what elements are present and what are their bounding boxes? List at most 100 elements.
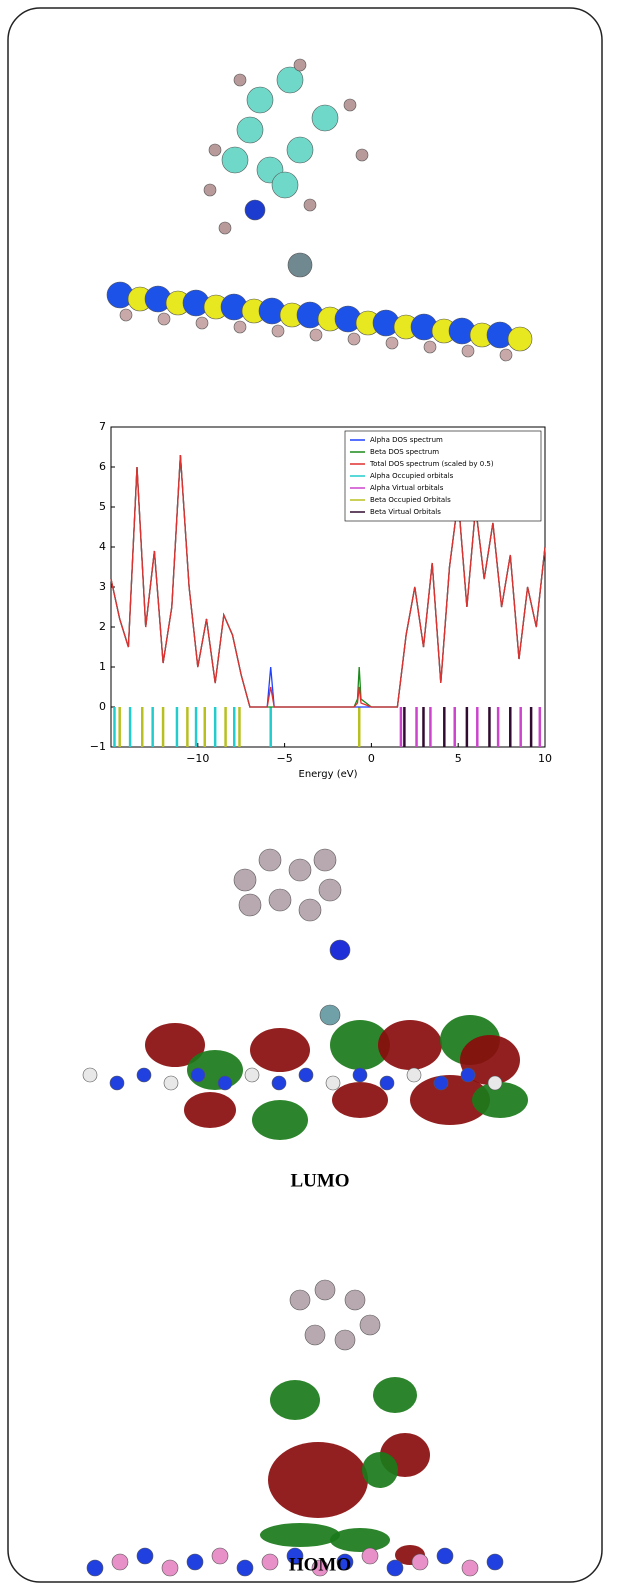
atom bbox=[386, 337, 398, 349]
atom bbox=[289, 859, 311, 881]
atom bbox=[304, 199, 316, 211]
figure-canvas: −101234567−10−50510Energy (eV)Alpha DOS … bbox=[0, 0, 619, 1590]
y-tick-label: 3 bbox=[99, 580, 106, 593]
atom bbox=[360, 1315, 380, 1335]
atom bbox=[234, 74, 246, 86]
molecule-renderings bbox=[83, 59, 532, 1576]
atom bbox=[187, 1554, 203, 1570]
figure: −101234567−10−50510Energy (eV)Alpha DOS … bbox=[0, 0, 619, 1590]
atom bbox=[500, 349, 512, 361]
frame bbox=[8, 8, 602, 1582]
orbital-lobe bbox=[332, 1082, 388, 1118]
atom bbox=[487, 1554, 503, 1570]
y-tick-label: 1 bbox=[99, 660, 106, 673]
atom bbox=[290, 1290, 310, 1310]
orbital-lobe bbox=[362, 1452, 398, 1488]
atom bbox=[330, 940, 350, 960]
atom bbox=[164, 1076, 178, 1090]
x-tick-label: −5 bbox=[276, 752, 292, 765]
atom bbox=[344, 99, 356, 111]
atom bbox=[312, 105, 338, 131]
atom bbox=[234, 321, 246, 333]
atom bbox=[218, 1076, 232, 1090]
atom bbox=[234, 869, 256, 891]
atom bbox=[356, 149, 368, 161]
x-tick-label: 5 bbox=[455, 752, 462, 765]
atom bbox=[488, 1076, 502, 1090]
atom bbox=[204, 184, 216, 196]
atom bbox=[387, 1560, 403, 1576]
atom bbox=[237, 1560, 253, 1576]
atom bbox=[380, 1076, 394, 1090]
orbital-lobe bbox=[260, 1523, 340, 1547]
atom bbox=[315, 1280, 335, 1300]
atom bbox=[196, 317, 208, 329]
atom bbox=[412, 1554, 428, 1570]
atom bbox=[299, 899, 321, 921]
orbital-lobe bbox=[378, 1020, 442, 1070]
atom bbox=[219, 222, 231, 234]
atom bbox=[269, 889, 291, 911]
x-axis-label: Energy (eV) bbox=[299, 769, 358, 780]
atom bbox=[335, 1330, 355, 1350]
legend-label: Alpha Virtual orbitals bbox=[370, 484, 444, 492]
atom bbox=[437, 1548, 453, 1564]
atom bbox=[137, 1548, 153, 1564]
x-tick-label: −10 bbox=[186, 752, 209, 765]
y-tick-label: 4 bbox=[99, 540, 106, 553]
atom bbox=[247, 87, 273, 113]
atom bbox=[191, 1068, 205, 1082]
legend-label: Beta Occupied Orbitals bbox=[370, 496, 451, 504]
atom bbox=[239, 894, 261, 916]
caption: LUMO bbox=[290, 1170, 349, 1191]
atom bbox=[294, 59, 306, 71]
atom bbox=[299, 1068, 313, 1082]
atom bbox=[110, 1076, 124, 1090]
atom bbox=[209, 144, 221, 156]
atom bbox=[424, 341, 436, 353]
atom bbox=[259, 849, 281, 871]
dos-chart: −101234567−10−50510Energy (eV)Alpha DOS … bbox=[90, 420, 552, 780]
atom bbox=[320, 1005, 340, 1025]
caption: HOMO bbox=[289, 1554, 351, 1575]
atom bbox=[407, 1068, 421, 1082]
orbital-lobe bbox=[373, 1377, 417, 1413]
orbital-lobe bbox=[330, 1528, 390, 1552]
y-tick-label: 5 bbox=[99, 500, 106, 513]
atom bbox=[120, 309, 132, 321]
atom bbox=[272, 325, 284, 337]
orbital-lobe bbox=[184, 1092, 236, 1128]
y-tick-label: 6 bbox=[99, 460, 106, 473]
atom bbox=[245, 200, 265, 220]
atom bbox=[314, 849, 336, 871]
orbital-lobe bbox=[268, 1442, 368, 1518]
atom bbox=[461, 1068, 475, 1082]
atom bbox=[345, 1290, 365, 1310]
y-tick-label: 0 bbox=[99, 700, 106, 713]
atom bbox=[87, 1560, 103, 1576]
atom bbox=[310, 329, 322, 341]
atom bbox=[353, 1068, 367, 1082]
atom bbox=[245, 1068, 259, 1082]
x-tick-label: 0 bbox=[368, 752, 375, 765]
atom bbox=[112, 1554, 128, 1570]
orbital-lobe bbox=[252, 1100, 308, 1140]
atom bbox=[348, 333, 360, 345]
atom bbox=[272, 1076, 286, 1090]
atom bbox=[158, 313, 170, 325]
legend-label: Total DOS spectrum (scaled by 0.5) bbox=[369, 460, 494, 468]
atom bbox=[508, 327, 532, 351]
atom bbox=[262, 1554, 278, 1570]
atom bbox=[287, 137, 313, 163]
atom bbox=[319, 879, 341, 901]
y-tick-label: 7 bbox=[99, 420, 106, 433]
atom bbox=[462, 1560, 478, 1576]
legend-label: Alpha Occupied orbitals bbox=[370, 472, 454, 480]
atom bbox=[434, 1076, 448, 1090]
atom bbox=[272, 172, 298, 198]
atom bbox=[326, 1076, 340, 1090]
y-tick-label: 2 bbox=[99, 620, 106, 633]
legend-label: Alpha DOS spectrum bbox=[370, 436, 443, 444]
orbital-lobe bbox=[270, 1380, 320, 1420]
legend-label: Beta Virtual Orbitals bbox=[370, 508, 441, 516]
